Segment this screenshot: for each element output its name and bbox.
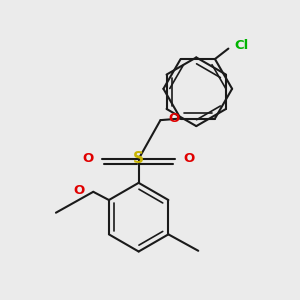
Text: O: O [82,152,94,166]
Text: O: O [183,152,195,166]
Text: O: O [169,112,180,125]
Text: O: O [74,184,85,197]
Text: S: S [133,152,144,166]
Text: Cl: Cl [234,39,249,52]
